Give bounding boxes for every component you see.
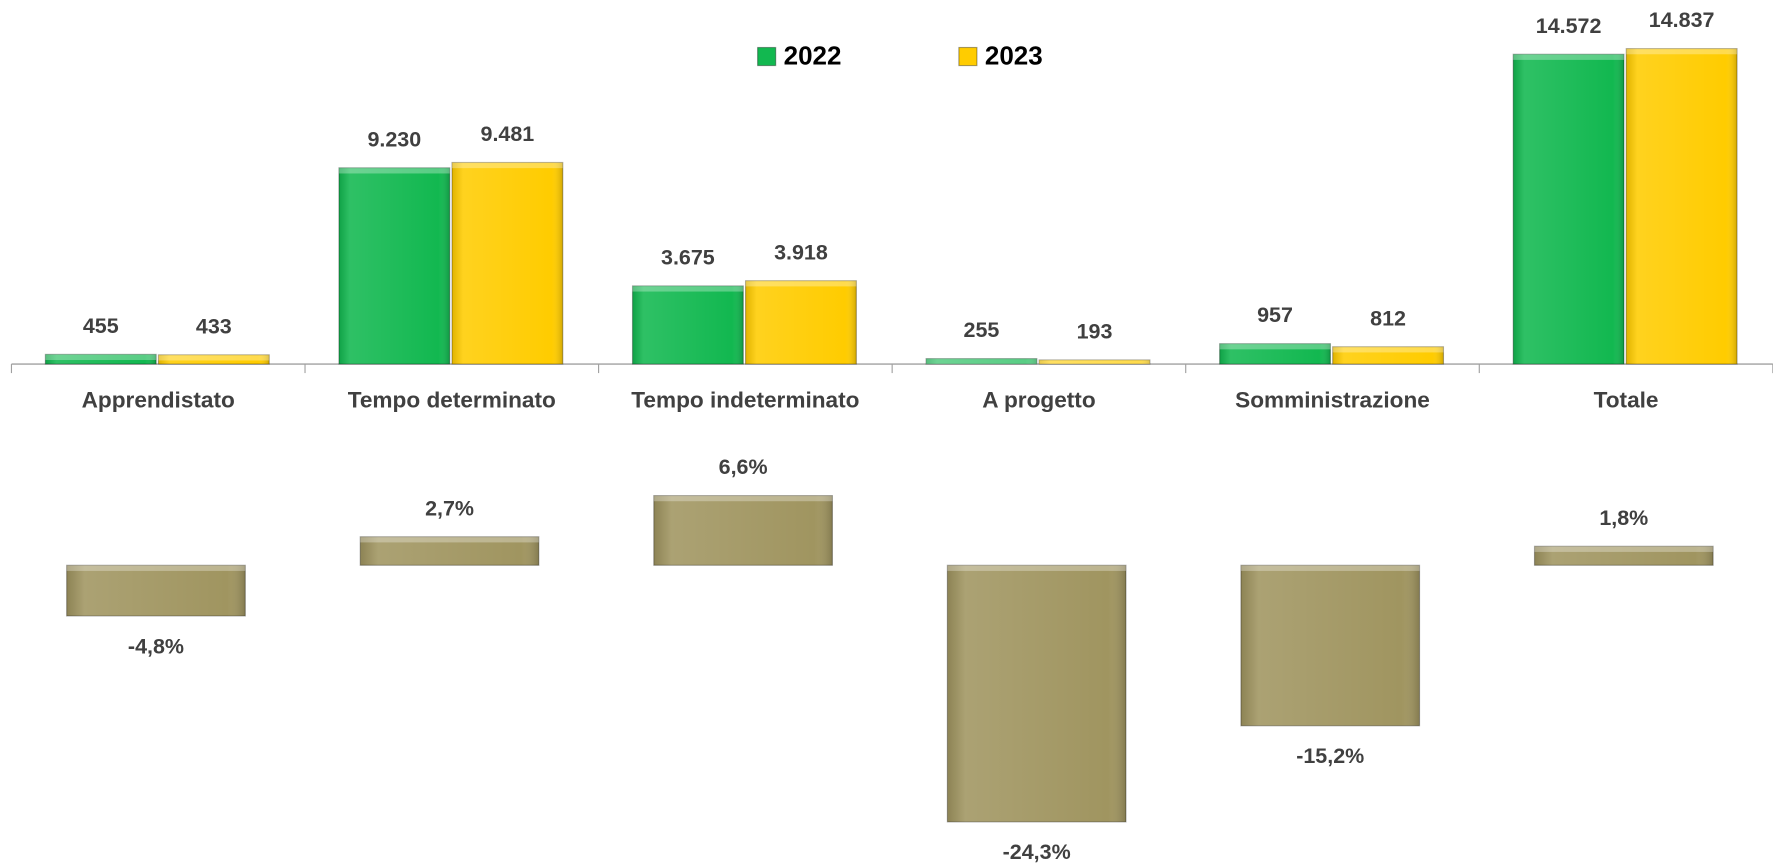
- bar-shade: [66, 565, 246, 616]
- bar-bevel: [66, 565, 246, 571]
- bar-bevel: [1039, 359, 1150, 365]
- bar-shade: [1534, 546, 1714, 566]
- bar-shade: [451, 162, 563, 365]
- value-label: 6,6%: [719, 455, 768, 479]
- bar-shade: [1626, 48, 1738, 365]
- legend-label: 2023: [985, 41, 1043, 71]
- bar-bevel: [158, 354, 270, 361]
- bar-bevel: [926, 358, 1037, 365]
- x-tick-label: Somministrazione: [1235, 387, 1430, 412]
- bar-shade: [1240, 565, 1420, 726]
- bar-bevel: [1219, 343, 1331, 350]
- value-label: 455: [83, 314, 119, 338]
- bar-bevel: [947, 565, 1126, 571]
- value-label: 14.837: [1649, 8, 1715, 32]
- bar-bevel: [1626, 48, 1738, 55]
- bar-shade: [1332, 346, 1444, 365]
- bar-shade: [653, 495, 833, 566]
- bar-shade: [1513, 54, 1624, 365]
- value-label: 433: [196, 314, 232, 338]
- bar-bevel: [632, 285, 744, 292]
- bar-bevel: [45, 354, 157, 361]
- bar-bevel: [360, 536, 539, 543]
- bar-shade: [338, 167, 450, 365]
- value-label: 3.918: [774, 240, 828, 264]
- value-label: 255: [964, 318, 1000, 342]
- value-label: 9.230: [367, 127, 421, 151]
- bar-shade: [947, 565, 1126, 822]
- bar-bevel: [653, 495, 833, 502]
- bar-shade: [360, 536, 539, 566]
- value-label: 812: [1370, 306, 1406, 330]
- value-label: 3.675: [661, 245, 715, 269]
- value-label: 957: [1257, 303, 1293, 327]
- bar-bevel: [338, 167, 450, 174]
- bar-bevel: [1240, 565, 1420, 571]
- x-tick-label: Tempo determinato: [348, 387, 556, 412]
- bar-bevel: [745, 280, 857, 287]
- bar-shade: [45, 354, 157, 365]
- bar-shade: [745, 280, 857, 365]
- bar-bevel: [451, 162, 563, 169]
- value-label: 14.572: [1536, 14, 1602, 38]
- legend-swatch: [958, 46, 978, 67]
- x-tick-label: A progetto: [982, 387, 1095, 412]
- value-label: 9.481: [481, 122, 535, 146]
- legend-label: 2022: [784, 41, 842, 71]
- bar-shade: [632, 285, 744, 365]
- legend-swatch: [757, 46, 777, 67]
- bar-shade: [1039, 359, 1150, 365]
- bar-bevel: [1332, 346, 1444, 353]
- bar-shade: [158, 354, 270, 365]
- value-label: -15,2%: [1296, 744, 1364, 768]
- x-tick-label: Totale: [1594, 387, 1659, 412]
- bar-bevel: [1513, 54, 1624, 60]
- value-label: 1,8%: [1599, 506, 1648, 530]
- bar-bevel: [1534, 546, 1714, 552]
- x-tick-label: Apprendistato: [82, 387, 235, 412]
- value-label: 193: [1077, 319, 1113, 343]
- x-tick-label: Tempo indeterminato: [631, 387, 859, 412]
- value-label: -24,3%: [1003, 840, 1071, 864]
- value-label: -4,8%: [128, 634, 184, 658]
- bar-shade: [1219, 343, 1331, 365]
- bar-shade: [926, 358, 1037, 365]
- value-label: 2,7%: [425, 496, 474, 520]
